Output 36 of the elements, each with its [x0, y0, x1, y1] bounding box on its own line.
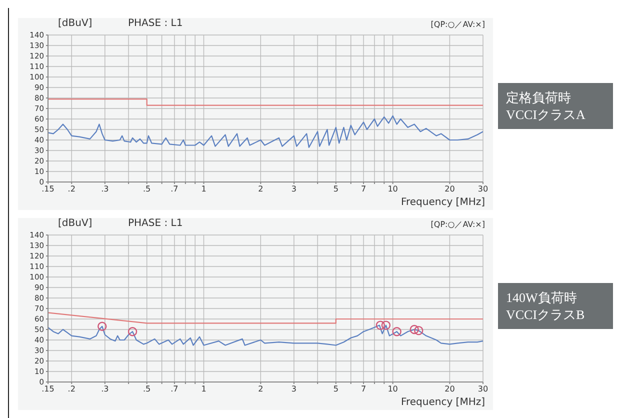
text: [QP:○／AV:×] [430, 219, 485, 230]
x-tick-label: .2 [68, 384, 76, 394]
x-tick-label: 7 [360, 184, 366, 194]
x-tick-label: 20 [444, 384, 455, 394]
x-tick-label: .2 [68, 184, 76, 194]
x-tick-label: 20 [444, 184, 455, 194]
x-tick-label: 1 [201, 184, 206, 194]
x-tick-label: 1 [201, 384, 206, 394]
x-tick-label: .5 [143, 384, 151, 394]
x-tick-label: 30 [478, 184, 488, 194]
chart-title: PHASE : L1 [128, 18, 183, 29]
x-tick-label: .7 [170, 384, 178, 394]
x-tick-label: .15 [42, 184, 54, 194]
x-tick-label: 10 [388, 184, 398, 194]
x-tick-label: .3 [101, 184, 109, 194]
x-tick-label: 3 [291, 184, 296, 194]
chart-title: PHASE : L1 [128, 218, 183, 229]
x-axis-title: Frequency [MHz] [400, 397, 485, 408]
x-tick-label: .15 [42, 384, 54, 394]
x-axis-title: Frequency [MHz] [400, 197, 485, 208]
x-tick-label: .5 [143, 184, 151, 194]
text: 定格負荷時 VCCIクラスA [498, 83, 613, 129]
y-axis-title: [dBuV] [58, 18, 92, 29]
x-tick-label: 7 [360, 384, 366, 394]
x-tick-label: 10 [388, 384, 398, 394]
x-tick-label: 5 [333, 184, 338, 194]
y-axis-title: [dBuV] [58, 218, 92, 229]
text: [QP:○／AV:×] [430, 19, 485, 30]
x-tick-label: 3 [291, 384, 296, 394]
x-tick-label: 5 [333, 384, 338, 394]
x-tick-label: .7 [170, 184, 178, 194]
x-tick-label: 2 [258, 384, 264, 394]
x-tick-label: .3 [101, 384, 109, 394]
x-tick-label: 30 [478, 384, 488, 394]
text: 140W負荷時 VCCIクラスB [498, 283, 613, 329]
x-tick-label: 2 [258, 184, 264, 194]
